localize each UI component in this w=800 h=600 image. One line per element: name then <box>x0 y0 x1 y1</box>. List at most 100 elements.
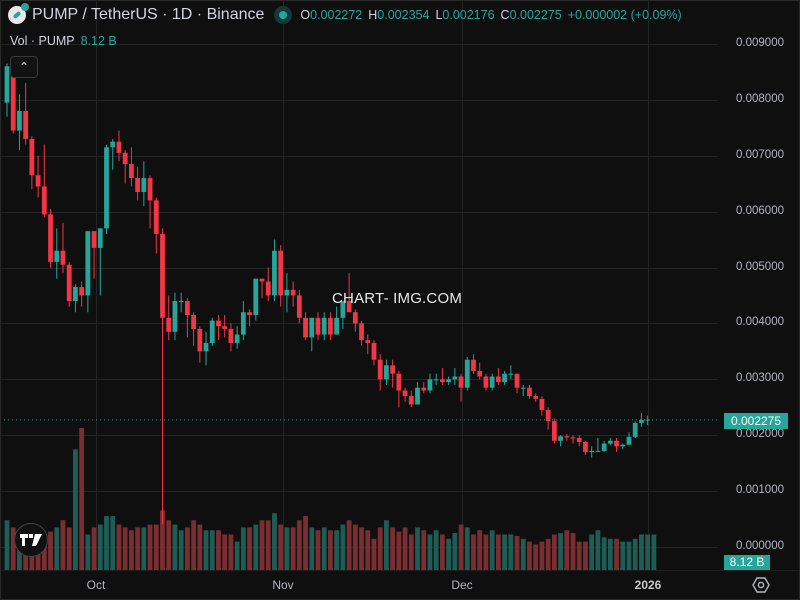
volume-bar <box>371 538 377 570</box>
close-label: C <box>500 8 510 22</box>
volume-bar <box>346 520 352 570</box>
volume-bar <box>259 520 265 570</box>
volume-bar <box>384 520 389 570</box>
settings-gear-icon[interactable] <box>752 576 770 594</box>
candle-body <box>452 376 458 380</box>
volume-bar <box>54 527 60 570</box>
volume-bar <box>514 535 520 570</box>
volume-bar <box>97 524 103 570</box>
candle-body <box>446 379 452 383</box>
volume-bar <box>66 527 72 570</box>
candle-body <box>153 200 159 234</box>
candle-body <box>620 444 626 447</box>
candle-body <box>458 376 464 388</box>
open-label: O <box>300 8 311 22</box>
volume-bar <box>595 530 601 570</box>
volume-bar <box>632 538 638 570</box>
candle-body <box>328 317 333 335</box>
price-axis-label: 0.004000 <box>736 316 784 329</box>
volume-bar <box>359 527 364 570</box>
candle-body <box>48 214 53 262</box>
low-label: L <box>435 8 443 22</box>
candle-body <box>614 440 619 447</box>
time-axis-label: Dec <box>451 578 473 592</box>
volume-bar <box>446 538 452 570</box>
candle-body <box>551 421 557 441</box>
price-axis-label: 0.006000 <box>736 204 784 217</box>
volume-bar <box>203 530 209 570</box>
volume-bar <box>396 531 402 570</box>
volume-bar <box>284 527 290 570</box>
candle-body <box>97 228 103 248</box>
volume-bar <box>147 524 153 570</box>
volume-bar <box>79 428 85 570</box>
price-axis-label: 0.003000 <box>736 372 784 385</box>
volume-bar <box>4 520 10 570</box>
volume-bar <box>539 541 545 570</box>
volume-bar <box>464 527 470 570</box>
volume-bar <box>551 534 557 570</box>
symbol-title[interactable]: PUMP / TetherUS · 1D · Binance <box>32 6 265 23</box>
candle-body <box>228 328 234 343</box>
volume-bar <box>303 516 308 570</box>
candle-body <box>29 138 35 176</box>
candle-body <box>632 422 638 437</box>
candle-body <box>284 289 290 296</box>
candle-body <box>110 141 116 148</box>
candle-body <box>290 289 296 296</box>
candle-body <box>645 419 651 421</box>
price-axis-label: 0.008000 <box>736 92 784 105</box>
candle-body <box>545 410 551 422</box>
market-status-icon[interactable] <box>274 6 293 24</box>
volume-value: 8.12 B <box>80 34 117 48</box>
candle-body <box>626 436 632 445</box>
candle-body <box>558 436 563 441</box>
candle-body <box>384 365 389 380</box>
volume-bar <box>570 533 576 570</box>
volume-bar <box>141 527 147 570</box>
volume-label: Vol · PUMP <box>10 34 75 48</box>
volume-bar <box>427 534 433 570</box>
watermark: CHART- IMG.COM <box>332 290 463 307</box>
candle-body <box>54 250 60 262</box>
chevron-up-icon: ⌃ <box>18 60 30 74</box>
tradingview-logo-icon[interactable] <box>14 523 48 557</box>
candle-body <box>222 326 228 329</box>
candle-body <box>309 317 315 338</box>
candle-body <box>191 315 196 329</box>
candle-body <box>352 312 358 324</box>
volume-bar <box>191 520 196 570</box>
candle-body <box>253 278 259 316</box>
candle-body <box>60 250 66 265</box>
volume-bar <box>247 527 252 570</box>
price-axis-label: 0.001000 <box>736 484 784 497</box>
volume-bar <box>402 527 408 570</box>
candle-body <box>10 66 16 131</box>
volume-bar <box>558 533 563 570</box>
volume-bar <box>73 449 78 570</box>
candle-body <box>278 250 284 296</box>
time-axis-label: 2026 <box>634 578 662 592</box>
candle-body <box>408 396 414 405</box>
candle-body <box>122 152 128 165</box>
volume-bar <box>639 534 644 570</box>
candle-body <box>570 437 576 439</box>
candle-body <box>41 186 47 215</box>
time-axis-label: Oct <box>86 578 106 592</box>
candle-body <box>17 110 22 131</box>
candle-body <box>166 317 172 332</box>
volume-bar <box>352 524 358 570</box>
candle-body <box>303 317 308 338</box>
candle-body <box>390 365 396 374</box>
volume-bar <box>502 534 507 570</box>
candle-body <box>471 359 476 371</box>
candle-body <box>595 450 601 452</box>
candle-body <box>23 110 29 139</box>
volume-bar <box>545 538 551 570</box>
collapse-legend-button[interactable]: ⌃ <box>10 56 38 78</box>
volume-bar <box>607 538 613 570</box>
candle-body <box>73 287 78 302</box>
open-value: 0.002272 <box>310 8 363 22</box>
volume-bar <box>589 534 595 570</box>
